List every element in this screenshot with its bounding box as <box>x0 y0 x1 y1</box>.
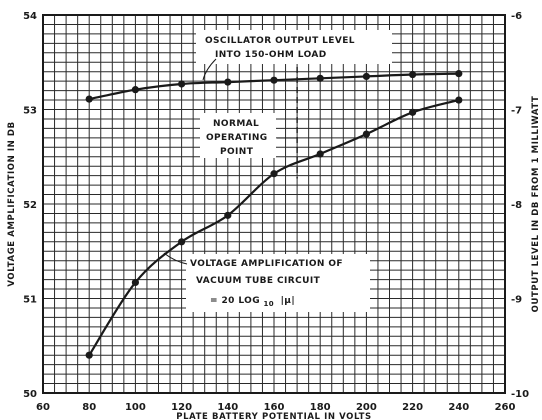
data-point <box>455 96 463 104</box>
vtc-formula-text: = 20 LOG <box>210 296 260 306</box>
normal-annotation-line3: POINT <box>220 147 254 157</box>
data-point <box>409 108 417 116</box>
y2-tick-label: -10 <box>511 389 529 400</box>
x-tick-label: 180 <box>310 402 331 413</box>
x-axis-label: PLATE BATTERY POTENTIAL IN VOLTS <box>176 412 371 420</box>
x-tick-label: 160 <box>264 402 285 413</box>
data-point <box>270 170 278 178</box>
x-tick-label: 240 <box>448 402 469 413</box>
data-point <box>131 278 139 287</box>
oscillator-annotation-line2: INTO 150-OHM LOAD <box>215 50 327 60</box>
x-tick-label: 80 <box>82 402 96 413</box>
data-point <box>178 80 186 88</box>
y2-tick-label: -8 <box>511 200 522 211</box>
y2-tick-label: -9 <box>511 295 522 306</box>
y-axis-label: VOLTAGE AMPLIFICATION IN DB <box>7 121 17 286</box>
x-tick-label: 60 <box>36 402 50 413</box>
x-tick-label: 120 <box>171 402 192 413</box>
x-tick-label: 100 <box>125 402 146 413</box>
y-tick-label: 53 <box>23 106 37 117</box>
normal-annotation-line1: NORMAL <box>213 119 259 129</box>
voltage-amplification-annotation: VOLTAGE AMPLIFICATION OF VACUUM TUBE CIR… <box>163 252 370 312</box>
oscillator-leader-line <box>202 58 217 81</box>
data-point <box>316 150 324 158</box>
y2-axis-label: OUTPUT LEVEL IN DB FROM 1 MILLIWATT <box>531 96 541 313</box>
x-tick-label: 140 <box>217 402 238 413</box>
y-tick-label: 51 <box>23 295 37 306</box>
vtc-formula-subscript: 10 <box>264 300 275 308</box>
y2-tick-label: -6 <box>511 11 522 22</box>
normal-operating-point-annotation: NORMAL OPERATING POINT <box>200 113 297 158</box>
data-point <box>85 95 93 103</box>
grid <box>43 15 505 393</box>
data-point <box>131 86 139 94</box>
oscillator-annotation-line1: OSCILLATOR OUTPUT LEVEL <box>205 36 355 46</box>
data-point <box>409 70 417 79</box>
data-point <box>224 78 232 86</box>
y-tick-label: 54 <box>23 11 37 22</box>
vtc-annotation-line1: VOLTAGE AMPLIFICATION OF <box>190 259 343 269</box>
oscillator-annotation: OSCILLATOR OUTPUT LEVEL INTO 150-OHM LOA… <box>196 30 392 81</box>
normal-annotation-line2: OPERATING <box>206 133 268 143</box>
vtc-annotation-line2: VACUUM TUBE CIRCUIT <box>196 276 321 286</box>
data-point <box>455 69 463 78</box>
tick-labels: 60 80 100 120 140 160 180 200 220 240 260 50 51 52 53 5… <box>23 11 529 413</box>
data-point <box>224 211 232 219</box>
data-point <box>178 238 186 246</box>
data-point <box>316 74 324 82</box>
y-tick-label: 52 <box>23 200 37 211</box>
x-tick-label: 260 <box>495 402 516 413</box>
x-tick-label: 200 <box>356 402 377 413</box>
y2-tick-label: -7 <box>511 106 522 117</box>
y-tick-label: 50 <box>23 389 37 400</box>
vtc-leader-line <box>163 252 188 265</box>
x-tick-label: 220 <box>402 402 423 413</box>
data-point <box>270 76 278 84</box>
data-point <box>362 72 370 81</box>
data-point <box>85 351 93 359</box>
data-point <box>362 130 370 138</box>
series <box>85 66 463 359</box>
vtc-formula-mu: |μ| <box>281 296 295 306</box>
plot-frame <box>42 14 506 394</box>
vtc-annotation-line3: = 20 LOG 10 |μ| <box>210 296 295 309</box>
